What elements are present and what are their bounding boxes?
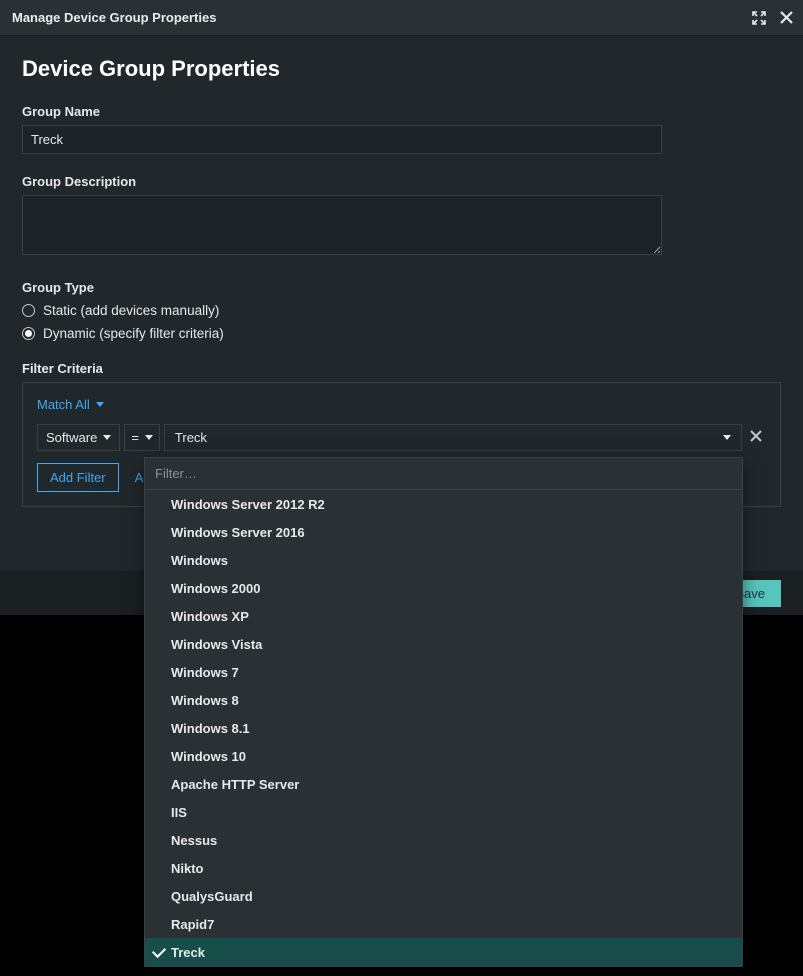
match-mode-dropdown[interactable]: Match All <box>37 397 766 412</box>
filter-criteria-label: Filter Criteria <box>22 361 781 376</box>
dropdown-item[interactable]: Nikto <box>145 854 742 882</box>
chevron-down-icon <box>145 435 153 440</box>
dropdown-item[interactable]: Windows <box>145 546 742 574</box>
dropdown-item[interactable]: Windows 2000 <box>145 574 742 602</box>
dropdown-item[interactable]: Windows Server 2012 R2 <box>145 490 742 518</box>
titlebar: Manage Device Group Properties <box>0 0 803 36</box>
dropdown-list[interactable]: Windows Server 2012 R2Windows Server 201… <box>145 490 742 966</box>
filter-row: Software = Treck <box>37 424 766 451</box>
titlebar-controls <box>752 11 793 25</box>
dropdown-item[interactable]: Apache HTTP Server <box>145 770 742 798</box>
filter-value-dropdown[interactable]: Treck <box>164 424 742 451</box>
filter-operator-dropdown[interactable]: = <box>124 424 160 451</box>
radio-dynamic-label: Dynamic (specify filter criteria) <box>43 326 224 341</box>
group-name-field: Group Name <box>22 104 781 154</box>
expand-icon[interactable] <box>752 11 766 25</box>
radio-static-label: Static (add devices manually) <box>43 303 219 318</box>
dropdown-item[interactable]: Nessus <box>145 826 742 854</box>
page-title: Device Group Properties <box>22 56 781 82</box>
close-icon[interactable] <box>780 11 793 24</box>
radio-dynamic[interactable] <box>22 327 35 340</box>
dropdown-filter-wrap <box>145 458 742 490</box>
group-name-label: Group Name <box>22 104 781 119</box>
group-name-input[interactable] <box>22 125 662 154</box>
dropdown-item[interactable]: Windows XP <box>145 602 742 630</box>
software-dropdown-panel: Windows Server 2012 R2Windows Server 201… <box>144 457 743 967</box>
filter-operator-value: = <box>131 430 139 445</box>
dropdown-item[interactable]: Windows 8 <box>145 686 742 714</box>
chevron-down-icon <box>723 435 731 440</box>
group-type-static-row[interactable]: Static (add devices manually) <box>22 303 781 318</box>
group-description-input[interactable] <box>22 195 662 255</box>
modal-body: Device Group Properties Group Name Group… <box>0 36 803 515</box>
dropdown-item[interactable]: Windows Server 2016 <box>145 518 742 546</box>
dropdown-item[interactable]: IIS <box>145 798 742 826</box>
chevron-down-icon <box>96 402 104 407</box>
group-type-label: Group Type <box>22 280 781 295</box>
dropdown-item[interactable]: Windows 7 <box>145 658 742 686</box>
add-filter-button[interactable]: Add Filter <box>37 463 119 492</box>
dropdown-item[interactable]: Treck <box>145 938 742 966</box>
dropdown-item[interactable]: Rapid7 <box>145 910 742 938</box>
radio-static[interactable] <box>22 304 35 317</box>
filter-field-value: Software <box>46 430 97 445</box>
match-mode-label: Match All <box>37 397 90 412</box>
group-description-label: Group Description <box>22 174 781 189</box>
dropdown-item[interactable]: QualysGuard <box>145 882 742 910</box>
group-description-field: Group Description <box>22 174 781 260</box>
group-type-dynamic-row[interactable]: Dynamic (specify filter criteria) <box>22 326 781 341</box>
filter-field-dropdown[interactable]: Software <box>37 424 120 451</box>
remove-filter-icon[interactable] <box>746 429 766 446</box>
filter-value-text: Treck <box>175 430 207 445</box>
chevron-down-icon <box>103 435 111 440</box>
dropdown-item[interactable]: Windows 8.1 <box>145 714 742 742</box>
dropdown-filter-input[interactable] <box>155 458 732 489</box>
dropdown-item[interactable]: Windows Vista <box>145 630 742 658</box>
dropdown-item[interactable]: Windows 10 <box>145 742 742 770</box>
titlebar-title: Manage Device Group Properties <box>12 10 216 25</box>
group-type-field: Group Type Static (add devices manually)… <box>22 280 781 341</box>
